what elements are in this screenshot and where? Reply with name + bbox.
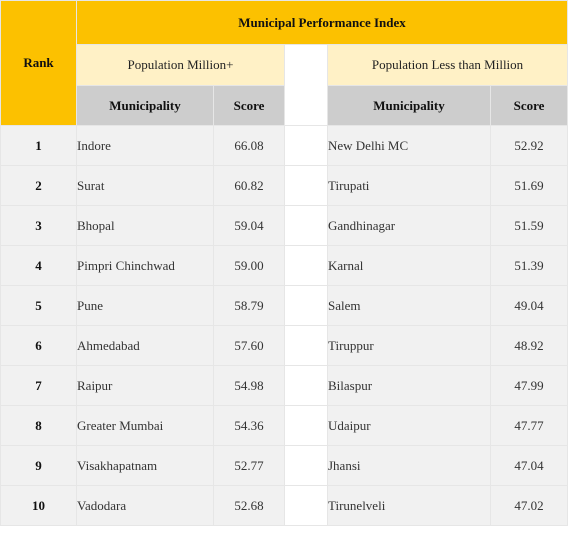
municipality-cell-right: Udaipur [327,405,491,446]
column-header-score-left: Score [213,85,285,126]
score-cell-right: 47.99 [489,365,569,406]
spacer-cell [284,205,328,246]
spacer-cell [284,405,328,446]
spacer-column-header [284,44,328,126]
municipality-cell-right: Tiruppur [327,325,491,366]
score-cell-left: 54.98 [213,365,285,406]
rank-cell: 1 [0,125,77,166]
municipality-cell-right: Salem [327,285,491,326]
municipality-cell-left: Ahmedabad [76,325,214,366]
spacer-cell [284,365,328,406]
column-header-municipality-left: Municipality [76,85,214,126]
rank-cell: 9 [0,445,77,486]
score-cell-right: 47.04 [489,445,569,486]
table-row: 9 Visakhapatnam 52.77 Jhansi 47.04 [0,445,569,486]
score-cell-right: 52.92 [489,125,569,166]
rank-cell: 6 [0,325,77,366]
table-row: 1 Indore 66.08 New Delhi MC 52.92 [0,125,569,166]
municipality-cell-right: Gandhinagar [327,205,491,246]
group-header-million-plus: Population Million+ [76,44,285,86]
municipality-cell-left: Visakhapatnam [76,445,214,486]
score-cell-left: 52.77 [213,445,285,486]
rank-cell: 5 [0,285,77,326]
table-row: 4 Pimpri Chinchwad 59.00 Karnal 51.39 [0,245,569,286]
municipality-cell-right: Karnal [327,245,491,286]
table-row: 3 Bhopal 59.04 Gandhinagar 51.59 [0,205,569,246]
group-header-less-than-million: Population Less than Million [326,44,569,86]
municipality-cell-left: Vadodara [76,485,214,526]
table-title: Municipal Performance Index [75,0,569,45]
score-cell-right: 51.39 [489,245,569,286]
score-cell-right: 51.59 [489,205,569,246]
table-container: Rank Municipal Performance Index Populat… [0,0,569,526]
rank-cell: 3 [0,205,77,246]
column-header-municipality-right: Municipality [327,85,491,126]
table-row: 7 Raipur 54.98 Bilaspur 47.99 [0,365,569,406]
table-row: 10 Vadodara 52.68 Tirunelveli 47.02 [0,485,569,526]
rank-cell: 8 [0,405,77,446]
municipality-cell-left: Indore [76,125,214,166]
score-cell-right: 47.02 [489,485,569,526]
score-cell-left: 57.60 [213,325,285,366]
rank-cell: 4 [0,245,77,286]
rank-cell: 10 [0,485,77,526]
municipality-cell-left: Greater Mumbai [76,405,214,446]
table-row: 8 Greater Mumbai 54.36 Udaipur 47.77 [0,405,569,446]
spacer-cell [284,245,328,286]
municipality-cell-right: Bilaspur [327,365,491,406]
spacer-cell [284,485,328,526]
municipal-performance-table: Rank Municipal Performance Index Populat… [0,0,569,526]
score-cell-left: 66.08 [213,125,285,166]
column-header-score-right: Score [489,85,569,126]
score-cell-left: 54.36 [213,405,285,446]
municipality-cell-right: Jhansi [327,445,491,486]
spacer-cell [284,445,328,486]
score-cell-left: 52.68 [213,485,285,526]
score-cell-left: 59.04 [213,205,285,246]
score-cell-left: 58.79 [213,285,285,326]
municipality-cell-left: Bhopal [76,205,214,246]
score-cell-right: 51.69 [489,165,569,206]
spacer-cell [284,325,328,366]
rank-header: Rank [0,0,77,126]
municipality-cell-left: Pune [76,285,214,326]
municipality-cell-right: Tirupati [327,165,491,206]
rank-cell: 7 [0,365,77,406]
score-cell-right: 48.92 [489,325,569,366]
spacer-cell [284,285,328,326]
spacer-cell [284,125,328,166]
municipality-cell-left: Raipur [76,365,214,406]
spacer-cell [284,165,328,206]
table-row: 2 Surat 60.82 Tirupati 51.69 [0,165,569,206]
score-cell-left: 59.00 [213,245,285,286]
score-cell-left: 60.82 [213,165,285,206]
rank-cell: 2 [0,165,77,206]
municipality-cell-right: New Delhi MC [327,125,491,166]
municipality-cell-left: Pimpri Chinchwad [76,245,214,286]
municipality-cell-right: Tirunelveli [327,485,491,526]
score-cell-right: 49.04 [489,285,569,326]
municipality-cell-left: Surat [76,165,214,206]
table-row: 6 Ahmedabad 57.60 Tiruppur 48.92 [0,325,569,366]
score-cell-right: 47.77 [489,405,569,446]
table-row: 5 Pune 58.79 Salem 49.04 [0,285,569,326]
